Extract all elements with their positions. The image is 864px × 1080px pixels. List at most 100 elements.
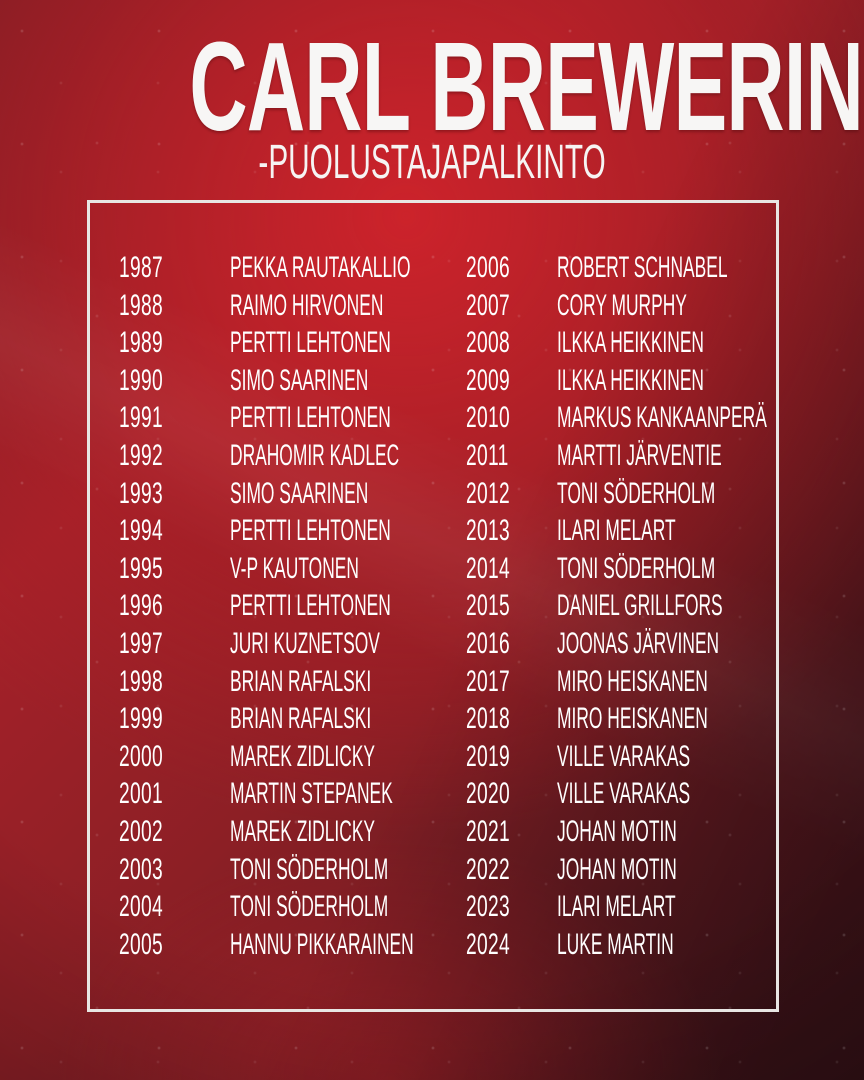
award-row: 1991 PERTTI LEHTONEN — [119, 399, 547, 437]
award-name: PERTTI LEHTONEN — [230, 401, 391, 435]
award-name-cell: SIMO SAARINEN — [230, 362, 468, 400]
award-year: 2007 — [466, 288, 510, 322]
award-row: 2014 TONI SÖDERHOLM — [466, 550, 864, 588]
award-year-cell: 2017 — [466, 663, 557, 701]
award-row: 1995 V-P KAUTONEN — [119, 550, 547, 588]
award-row: 2020 VILLE VARAKAS — [466, 775, 864, 813]
award-name-cell: TONI SÖDERHOLM — [557, 475, 830, 513]
award-name-cell: JURI KUZNETSOV — [230, 625, 488, 663]
award-name-cell: V-P KAUTONEN — [230, 550, 452, 588]
award-name: ILARI MELART — [557, 514, 676, 548]
award-name: PERTTI LEHTONEN — [230, 326, 391, 360]
award-name-cell: MIRO HEISKANEN — [557, 700, 817, 738]
award-name: ILKKA HEIKKINEN — [557, 363, 704, 397]
award-year: 2017 — [466, 664, 510, 698]
award-year-cell: 1993 — [119, 475, 230, 513]
award-name-cell: TONI SÖDERHOLM — [557, 550, 830, 588]
award-row: 2023 ILARI MELART — [466, 888, 864, 926]
award-name-cell: VILLE VARAKAS — [557, 775, 787, 813]
award-row: 1989 PERTTI LEHTONEN — [119, 324, 547, 362]
page-subtitle: -PUOLUSTAJAPALKINTO — [258, 136, 606, 189]
award-name-cell: ROBERT SCHNABEL — [557, 249, 851, 287]
award-row: 1996 PERTTI LEHTONEN — [119, 587, 547, 625]
award-name: ROBERT SCHNABEL — [557, 251, 728, 284]
award-year: 2020 — [466, 777, 510, 811]
award-year: 2010 — [466, 401, 510, 435]
award-year: 2009 — [466, 363, 510, 397]
award-year-cell: 2021 — [466, 813, 557, 851]
award-row: 1994 PERTTI LEHTONEN — [119, 512, 547, 550]
award-year-cell: 1988 — [119, 287, 230, 325]
award-name: RAIMO HIRVONEN — [230, 288, 384, 322]
award-name-cell: BRIAN RAFALSKI — [230, 663, 473, 701]
award-year: 2019 — [466, 739, 510, 773]
award-year: 2021 — [466, 814, 510, 848]
award-year: 2002 — [119, 814, 163, 848]
award-year: 2018 — [466, 702, 510, 736]
award-name-cell: JOHAN MOTIN — [557, 813, 764, 851]
award-row: 1990 SIMO SAARINEN — [119, 362, 547, 400]
award-year-cell: 2002 — [119, 813, 230, 851]
award-year: 1995 — [119, 551, 163, 585]
award-year: 1990 — [119, 363, 163, 397]
award-year: 2006 — [466, 251, 510, 284]
award-name: JOHAN MOTIN — [557, 852, 677, 886]
award-year-cell: 1997 — [119, 625, 230, 663]
award-year: 2015 — [466, 589, 510, 623]
award-row: 1988 RAIMO HIRVONEN — [119, 287, 547, 325]
award-name: PERTTI LEHTONEN — [230, 589, 391, 623]
award-year: 2011 — [466, 438, 509, 472]
award-column-left: 1987 PEKKA RAUTAKALLIO 1988 RAIMO HIRVONEN 1… — [119, 249, 547, 963]
award-year-cell: 1999 — [119, 700, 230, 738]
award-year: 1988 — [119, 288, 163, 322]
award-year: 2024 — [466, 927, 510, 961]
award-name: V-P KAUTONEN — [230, 551, 359, 585]
award-year: 2014 — [466, 551, 510, 585]
award-name: TONI SÖDERHOLM — [230, 890, 389, 924]
award-name: LUKE MARTIN — [557, 927, 674, 961]
award-year-cell: 1989 — [119, 324, 230, 362]
award-year-cell: 2011 — [466, 437, 557, 475]
award-row: 2000 MAREK ZIDLICKY — [119, 738, 547, 776]
award-name-cell: ILKKA HEIKKINEN — [557, 362, 810, 400]
award-name-cell: MARTIN STEPANEK — [230, 775, 511, 813]
award-name-cell: DANIEL GRILLFORS — [557, 587, 843, 625]
award-row: 2004 TONI SÖDERHOLM — [119, 888, 547, 926]
award-name: TONI SÖDERHOLM — [557, 476, 716, 510]
award-name-cell: PEKKA RAUTAKALLIO — [230, 249, 541, 287]
award-year-cell: 2009 — [466, 362, 557, 400]
award-name-cell: LUKE MARTIN — [557, 926, 758, 964]
award-name: JOHAN MOTIN — [557, 814, 677, 848]
award-name: JURI KUZNETSOV — [230, 626, 380, 660]
award-year: 1987 — [119, 251, 163, 284]
award-year-cell: 1992 — [119, 437, 230, 475]
award-year-cell: 1991 — [119, 399, 230, 437]
award-year-cell: 1990 — [119, 362, 230, 400]
award-row: 2021 JOHAN MOTIN — [466, 813, 864, 851]
award-year: 1998 — [119, 664, 163, 698]
page-title: CARL BREWERIN — [189, 16, 863, 157]
award-year-cell: 2016 — [466, 625, 557, 663]
award-year-cell: 1998 — [119, 663, 230, 701]
award-row: 2011 MARTTI JÄRVENTIE — [466, 437, 864, 475]
award-name: DANIEL GRILLFORS — [557, 589, 723, 623]
award-name-cell: PERTTI LEHTONEN — [230, 512, 507, 550]
award-column-right: 2006 ROBERT SCHNABEL 2007 CORY MURPHY 2008 IL… — [466, 249, 864, 963]
award-name-cell: MIRO HEISKANEN — [557, 663, 817, 701]
award-name-cell: CORY MURPHY — [557, 287, 781, 325]
award-year-cell: 2020 — [466, 775, 557, 813]
award-name: VILLE VARAKAS — [557, 739, 691, 773]
award-row: 2022 JOHAN MOTIN — [466, 851, 864, 889]
award-year: 2000 — [119, 739, 163, 773]
award-year: 2013 — [466, 514, 510, 548]
award-row: 2003 TONI SÖDERHOLM — [119, 851, 547, 889]
award-year-cell: 2006 — [466, 249, 557, 287]
award-year-cell: 2004 — [119, 888, 230, 926]
award-year-cell: 1995 — [119, 550, 230, 588]
award-year: 2003 — [119, 852, 163, 886]
award-name: JOONAS JÄRVINEN — [557, 626, 720, 660]
award-year-cell: 2007 — [466, 287, 557, 325]
award-row: 2013 ILARI MELART — [466, 512, 864, 550]
award-name-cell: TONI SÖDERHOLM — [230, 888, 503, 926]
